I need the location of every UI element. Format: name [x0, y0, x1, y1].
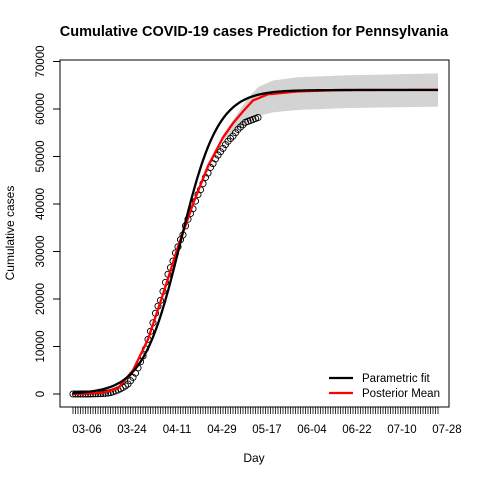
chart-title: Cumulative COVID-19 cases Prediction for…: [60, 24, 449, 40]
observed-points-layer: [69, 114, 262, 398]
legend-label: Posterior Mean: [362, 388, 440, 400]
observed-point: [219, 144, 227, 152]
observed-point: [239, 121, 247, 129]
y-tick-label: 20000: [35, 283, 47, 315]
y-tick-label: 60000: [35, 93, 47, 125]
series-lines-layer: [72, 88, 439, 396]
x-axis-label: Day: [243, 451, 264, 465]
x-tick-label: 07-10: [387, 424, 416, 436]
x-tick-label: 03-06: [72, 424, 101, 436]
posterior-band: [73, 73, 438, 394]
y-tick-label: 50000: [35, 141, 47, 173]
x-tick-label: 07-28: [432, 424, 461, 436]
observed-point: [226, 134, 235, 142]
x-axis: 03-06 03-24 04-11 04-29 05-17 06-04 06-22 07-10…: [72, 406, 462, 436]
series-line-posterior-mean: [72, 88, 439, 396]
legend: Parametric fit Posterior Mean: [329, 373, 440, 400]
y-tick-label: 30000: [35, 236, 47, 268]
confidence-band-layer: [73, 73, 438, 394]
x-tick-label: 04-29: [207, 424, 236, 436]
x-tick-label: 04-11: [163, 424, 192, 436]
observed-point: [254, 114, 262, 122]
observed-point: [234, 125, 242, 133]
x-tick-label: 03-24: [117, 424, 147, 436]
y-tick-label: 70000: [35, 46, 47, 78]
y-tick-label: 40000: [35, 188, 47, 220]
y-axis: 0 10000 20000 30000 40000 50000 60000 70000: [35, 46, 61, 397]
legend-label: Parametric fit: [362, 373, 431, 385]
series-line-parametric-fit: [72, 88, 438, 395]
x-tick-label: 05-17: [252, 424, 281, 436]
observed-point: [236, 123, 245, 131]
x-tick-label: 06-22: [342, 424, 371, 436]
x-tick-label: 06-04: [297, 424, 327, 436]
y-tick-label: 0: [35, 391, 47, 397]
y-tick-label: 10000: [35, 331, 47, 363]
y-axis-label: Cumulative cases: [3, 186, 17, 281]
